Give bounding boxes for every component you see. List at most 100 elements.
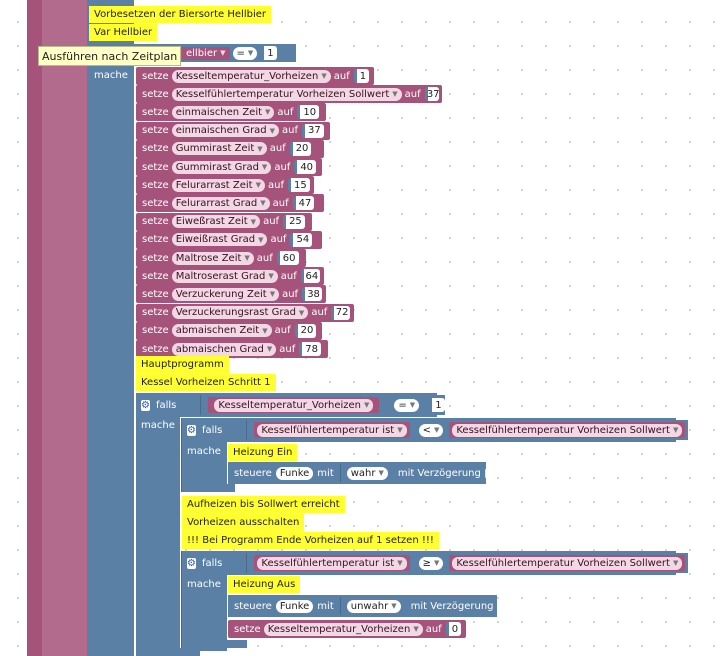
value-dropdown[interactable]: unwahr ▼	[346, 599, 401, 613]
set-row[interactable]: setze einmaischen Zeit ▼ auf 10	[136, 103, 326, 122]
variable-chip[interactable]: Kesseltemperatur_Vorheizen ▼	[208, 397, 380, 413]
number-field[interactable]: 10	[297, 105, 320, 120]
operator-dropdown[interactable]: ≥ ▼	[418, 556, 444, 570]
device-dropdown[interactable]: Funke	[275, 599, 314, 613]
number-field[interactable]: 1	[429, 398, 445, 412]
number-field[interactable]: 78	[299, 342, 321, 356]
number-field[interactable]: 15	[287, 178, 310, 193]
comment-note[interactable]: Aufheizen bis Sollwert erreicht	[182, 496, 345, 513]
number-field[interactable]: 40	[294, 160, 317, 174]
comment-note[interactable]: Hauptprogramm	[136, 356, 229, 373]
setze-label: setze	[142, 270, 169, 282]
variable-dropdown[interactable]: abmaischen Grad ▼	[171, 342, 277, 356]
if1-block-spine[interactable]	[136, 393, 180, 656]
chevron-down-icon: ▼	[257, 144, 263, 153]
gear-icon[interactable]: ⚙	[141, 399, 150, 411]
variable-dropdown[interactable]: Kesseltemperatur_Vorheizen ▼	[263, 622, 423, 636]
variable-dropdown[interactable]: einmaischen Grad ▼	[171, 124, 280, 138]
number-field[interactable]: 0	[445, 622, 462, 636]
operator-dropdown[interactable]: < ▼	[418, 423, 444, 437]
number-field[interactable]: 54	[290, 232, 313, 247]
set-row[interactable]: setze Maltrose Zeit ▼ auf 60	[136, 249, 306, 267]
variable-chip[interactable]: Kesselfühlertemperatur Vorheizen Sollwer…	[449, 422, 686, 438]
if1-header[interactable]: ⚙ falls Kesseltemperatur_Vorheizen ▼ = ▼ 1	[136, 393, 445, 417]
number-field[interactable]: 20	[294, 323, 317, 338]
variable-dropdown[interactable]: Verzuckerung Zeit ▼	[171, 287, 280, 301]
set-row[interactable]: setze Gummirast Grad ▼ auf 40	[136, 158, 322, 176]
comment-note[interactable]: Var Hellbier	[89, 24, 158, 41]
number-field[interactable]: 1	[353, 69, 370, 83]
variable-dropdown[interactable]: abmaischen Zeit ▼	[171, 324, 272, 338]
comment-note[interactable]: !!! Bei Programm Ende Vorheizen auf 1 se…	[182, 532, 439, 549]
number-field[interactable]: 38	[302, 287, 322, 302]
variable-dropdown[interactable]: Eiweißrast Grad ▼	[171, 233, 268, 247]
operator-dropdown[interactable]: = ▼	[394, 398, 420, 412]
set-row[interactable]: setze abmaischen Zeit ▼ auf 20	[136, 321, 322, 340]
set-row[interactable]: setze Maltroserast Grad ▼ auf 64	[136, 267, 324, 286]
number-field[interactable]: 20	[289, 141, 312, 156]
number-field[interactable]: 47	[292, 196, 315, 211]
if3-header[interactable]: ⚙ falls Kesselfühlertemperatur ist ▼ ≥ ▼ K…	[181, 551, 689, 575]
variable-chip[interactable]: Kesselfühlertemperatur ist ▼	[254, 422, 410, 438]
variable-dropdown[interactable]: Verzuckerungsrast Grad ▼	[171, 306, 309, 320]
device-dropdown[interactable]: Funke	[275, 466, 314, 480]
variable-dropdown[interactable]: Eiweßrast Zeit ▼	[171, 215, 261, 229]
comment-note[interactable]: Heizung Aus	[228, 576, 301, 593]
set-row[interactable]: setze Eiweßrast Zeit ▼ auf 25	[136, 212, 312, 231]
set-row[interactable]: setze Felurarrast Zeit ▼ auf 15	[136, 176, 314, 195]
set-row[interactable]: setze Felurarrast Grad ▼ auf 47	[136, 194, 324, 213]
comment-note[interactable]: Heizung Ein	[228, 444, 298, 461]
number-field[interactable]: 1	[261, 46, 277, 60]
auf-label: auf	[311, 307, 328, 319]
gear-icon[interactable]: ⚙	[187, 424, 196, 436]
set-row[interactable]: setze abmaischen Grad ▼ auf 78	[136, 340, 328, 358]
number-field[interactable]: 25	[283, 214, 305, 229]
variable-chip[interactable]: Kesselfühlertemperatur ist ▼	[254, 555, 410, 571]
delay-checkbox[interactable]	[484, 468, 486, 478]
value-dropdown[interactable]: wahr ▼	[346, 466, 388, 480]
set-row[interactable]: setze Verzuckerungsrast Grad ▼ auf 72	[136, 303, 354, 322]
comment-note[interactable]: Kessel Vorheizen Schritt 1	[136, 374, 276, 391]
set-row[interactable]: setze Eiweißrast Grad ▼ auf 54	[136, 230, 322, 249]
auf-label: auf	[279, 343, 296, 355]
variable-dropdown[interactable]: Gummirast Grad ▼	[171, 160, 272, 174]
variable-dropdown[interactable]: Maltroserast Grad ▼	[171, 269, 278, 283]
delay-label: mit Verzögerung	[397, 467, 481, 479]
variable-chip[interactable]: ellbier ▼	[182, 46, 230, 60]
set-row[interactable]: setze Verzuckerung Zeit ▼ auf 38	[136, 285, 326, 304]
set-row[interactable]: setze Kesselfühlertemperatur Vorheizen So…	[136, 85, 442, 104]
variable-dropdown[interactable]: Gummirast Zeit ▼	[171, 142, 267, 156]
chevron-down-icon: ▼	[364, 401, 370, 409]
variable-dropdown[interactable]: Kesselfühlertemperatur Vorheizen Sollwer…	[171, 87, 402, 101]
number-field[interactable]: 60	[276, 251, 299, 265]
number-field[interactable]: 37	[424, 87, 440, 102]
variable-dropdown[interactable]: einmaischen Zeit ▼	[171, 105, 275, 119]
variable-dropdown[interactable]: Felurarrast Zeit ▼	[171, 178, 265, 192]
if3-block-footer	[181, 640, 247, 648]
number-field[interactable]: 37	[302, 123, 324, 138]
set-row[interactable]: setze Kesseltemperatur_Vorheizen ▼ auf 1	[136, 67, 374, 85]
if-block-spine[interactable]	[87, 0, 134, 656]
auf-label: auf	[425, 623, 442, 635]
variable-dropdown[interactable]: Kesseltemperatur_Vorheizen ▼	[171, 69, 331, 83]
set-row[interactable]: setze einmaischen Grad ▼ auf 37	[136, 121, 330, 140]
chevron-down-icon: ▼	[397, 559, 403, 567]
variable-dropdown[interactable]: Felurarrast Grad ▼	[171, 196, 270, 210]
if2-header[interactable]: ⚙ falls Kesselfühlertemperatur ist ▼ < ▼ K…	[181, 418, 689, 442]
control-row[interactable]: steuere Funke mit wahr ▼ mit Verzögerung	[228, 462, 486, 484]
control-row[interactable]: steuere Funke mit unwahr ▼ mit Verzögerun…	[228, 595, 497, 617]
variable-dropdown[interactable]: Maltrose Zeit ▼	[171, 251, 254, 265]
set-row[interactable]: setze Kesseltemperatur_Vorheizen ▼ auf 0	[228, 620, 466, 638]
comment-note[interactable]: Vorbesetzen der Biersorte Hellbier	[89, 6, 271, 23]
set-row[interactable]: setze Gummirast Zeit ▼ auf 20	[136, 139, 324, 158]
mache-label: mache	[187, 446, 221, 457]
chevron-down-icon[interactable]: ▼	[220, 49, 226, 57]
operator-dropdown[interactable]: = ▼	[232, 46, 258, 60]
chevron-down-icon: ▼	[409, 401, 416, 409]
comment-note[interactable]: Vorheizen ausschalten	[182, 514, 305, 531]
gear-icon[interactable]: ⚙	[187, 557, 196, 569]
schedule-block-spine[interactable]	[27, 0, 42, 656]
variable-chip[interactable]: Kesselfühlertemperatur Vorheizen Sollwer…	[449, 555, 686, 571]
number-field[interactable]: 64	[300, 269, 320, 284]
number-field[interactable]: 72	[331, 305, 350, 320]
